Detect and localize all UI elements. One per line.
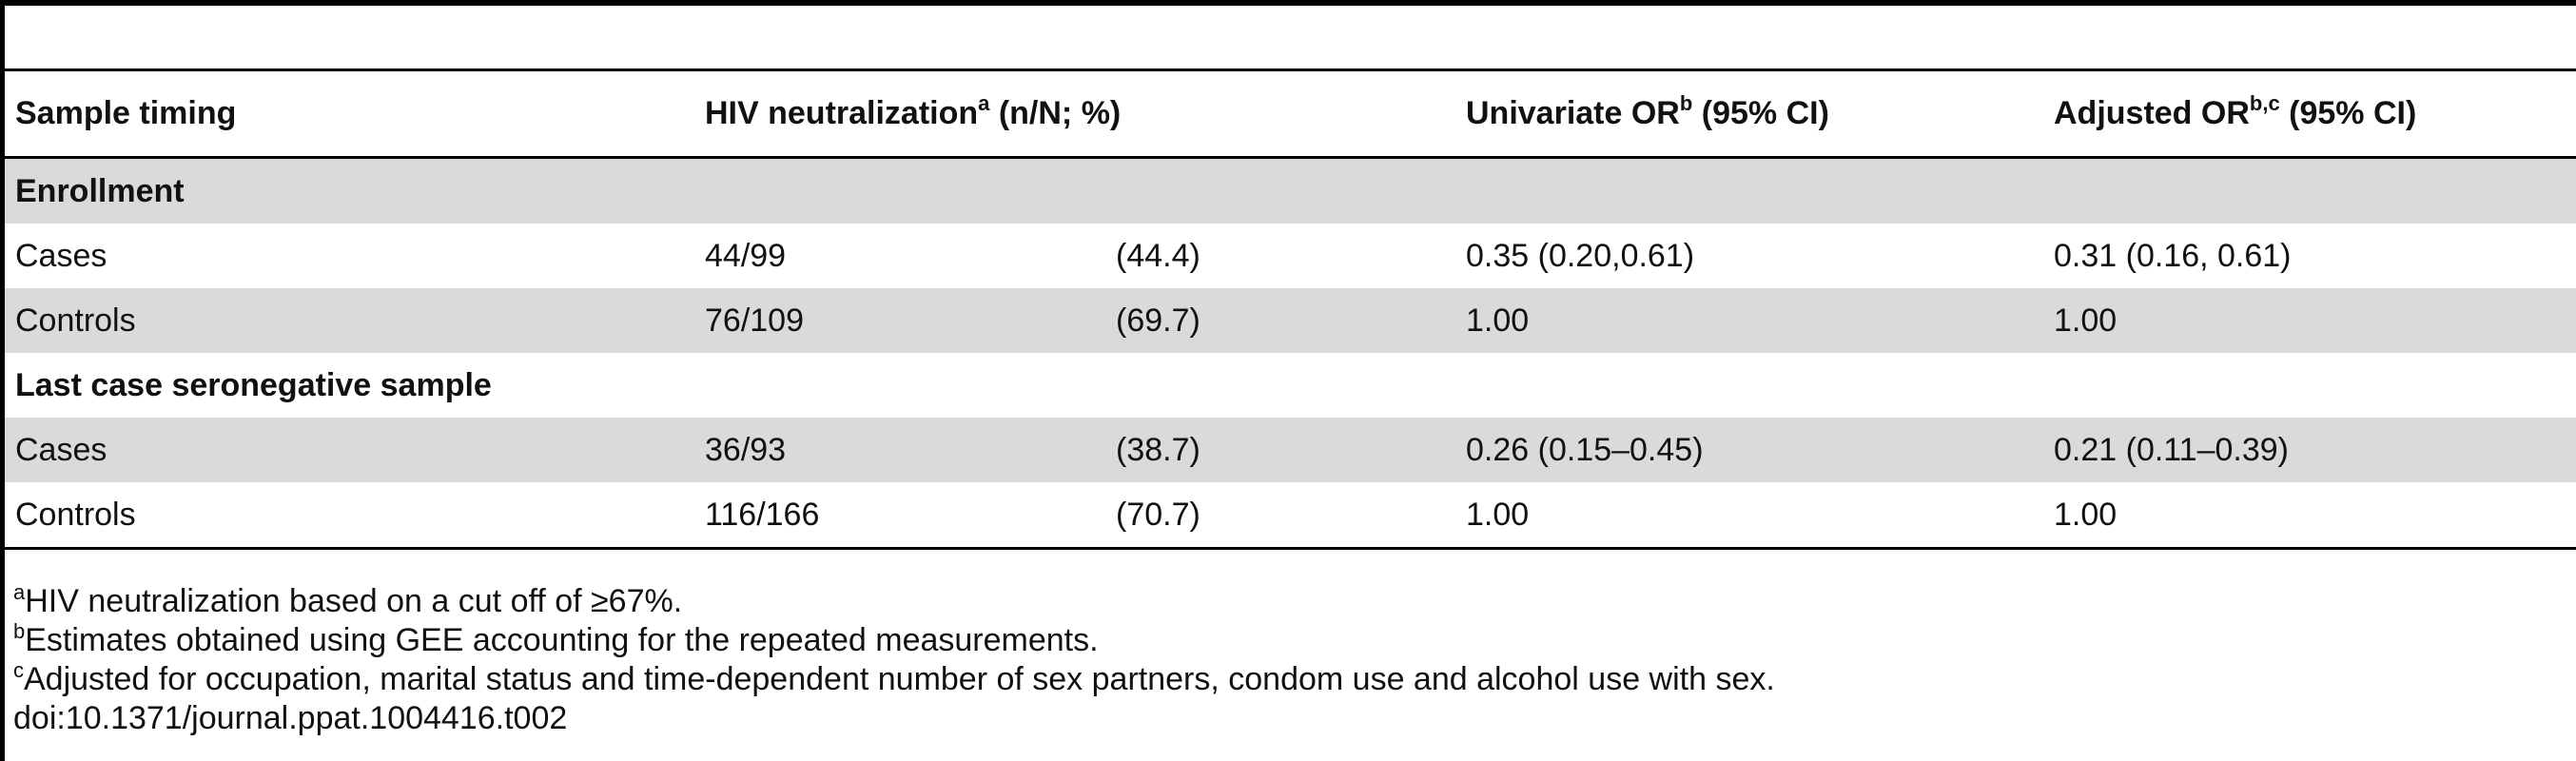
left-border-rule <box>0 0 5 761</box>
neutralization-count: 76/109 <box>694 288 1105 353</box>
header-univariate-or: Univariate ORb (95% CI) <box>1466 91 1829 132</box>
group-row-last-seronegative: Last case seronegative sample <box>5 353 2576 418</box>
header-hiv-neutralization: HIV neutralizationa (n/N; %) <box>705 91 1122 132</box>
footnote-a: aHIV neutralization based on a cut off o… <box>13 580 683 620</box>
table-row: Cases 44/99 (44.4) 0.35 (0.20,0.61) 0.31… <box>5 224 2576 288</box>
header-sample-timing: Sample timing <box>15 95 237 131</box>
results-table-container: Sample timing HIV neutralizationa (n/N; … <box>5 68 2576 550</box>
footnote-c: cAdjusted for occupation, marital status… <box>13 658 1775 698</box>
univariate-or-value: 1.00 <box>1455 288 2043 353</box>
row-label: Controls <box>5 288 694 353</box>
neutralization-percent: (70.7) <box>1105 482 1455 550</box>
adjusted-or-value: 1.00 <box>2043 288 2576 353</box>
adjusted-or-value: 0.31 (0.16, 0.61) <box>2054 237 2292 274</box>
top-border-rule <box>0 0 2576 6</box>
group-label: Last case seronegative sample <box>15 366 492 403</box>
univariate-or-value: 0.35 (0.20,0.61) <box>1466 237 1695 274</box>
row-label: Cases <box>5 418 694 482</box>
group-row-enrollment: Enrollment <box>5 157 2576 224</box>
table-row: Controls 116/166 (70.7) 1.00 1.00 <box>5 482 2576 550</box>
adjusted-or-value: 0.21 (0.11–0.39) <box>2043 418 2576 482</box>
header-adjusted-or: Adjusted ORb,c (95% CI) <box>2054 91 2417 132</box>
footnote-b: bEstimates obtained using GEE accounting… <box>13 619 1099 659</box>
table-row: Cases 36/93 (38.7) 0.26 (0.15–0.45) 0.21… <box>5 418 2576 482</box>
neutralization-count: 36/93 <box>694 418 1105 482</box>
neutralization-percent: (69.7) <box>1105 288 1455 353</box>
header-row: Sample timing HIV neutralizationa (n/N; … <box>5 69 2576 158</box>
univariate-or-value: 0.26 (0.15–0.45) <box>1455 418 2043 482</box>
row-label: Cases <box>15 237 107 274</box>
adjusted-or-value: 1.00 <box>2043 482 2576 550</box>
row-label: Controls <box>5 482 694 550</box>
table-footnotes: aHIV neutralization based on a cut off o… <box>13 582 1775 738</box>
neutralization-count: 116/166 <box>694 482 1105 550</box>
neutralization-percent: (44.4) <box>1116 237 1200 274</box>
doi-link[interactable]: doi:10.1371/journal.ppat.1004416.t002 <box>13 700 568 736</box>
univariate-or-value: 1.00 <box>1455 482 2043 550</box>
neutralization-percent: (38.7) <box>1105 418 1455 482</box>
neutralization-count: 44/99 <box>705 237 787 274</box>
group-label: Enrollment <box>5 157 2576 224</box>
table-row: Controls 76/109 (69.7) 1.00 1.00 <box>5 288 2576 353</box>
results-table: Sample timing HIV neutralizationa (n/N; … <box>5 68 2576 550</box>
